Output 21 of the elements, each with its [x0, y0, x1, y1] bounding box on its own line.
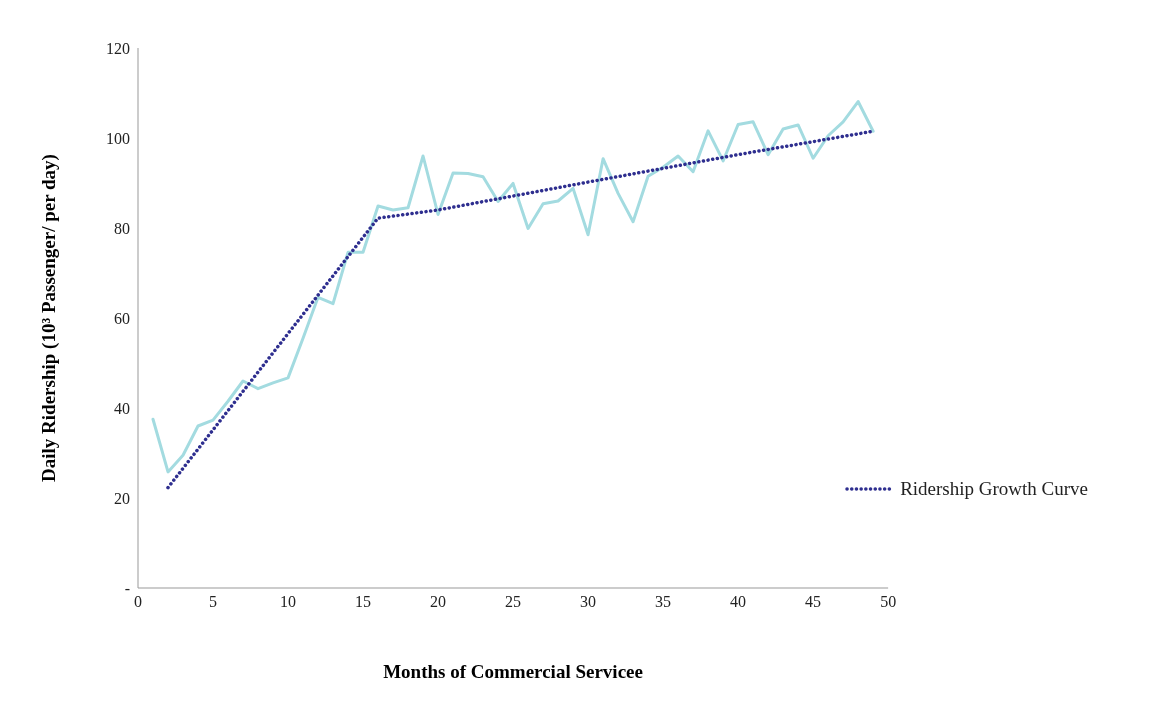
- x-tick-label: 50: [880, 593, 897, 611]
- legend-label: Ridership Growth Curve: [900, 478, 1088, 500]
- x-tick-label: 25: [505, 593, 522, 611]
- x-tick-label: 30: [580, 593, 597, 611]
- x-tick-label: 5: [209, 593, 218, 611]
- x-tick-label: 20: [430, 593, 447, 611]
- x-tick-label: 0: [134, 593, 142, 611]
- x-tick-label: 15: [355, 593, 372, 611]
- x-axis-title: Months of Commercial Servicee: [383, 661, 643, 682]
- y-tick-label: 40: [114, 399, 130, 417]
- y-tick-label: 80: [114, 219, 130, 237]
- y-tick-label: 20: [114, 489, 130, 507]
- y-tick-label: 100: [106, 129, 130, 147]
- y-axis-title: Daily Ridership (10³ Passenger/ per day): [37, 154, 60, 482]
- x-tick-label: 45: [805, 593, 822, 611]
- y-tick-label: -: [124, 579, 130, 597]
- x-tick-label: 40: [730, 593, 747, 611]
- y-tick-label: 120: [106, 39, 130, 57]
- y-tick-label: 60: [114, 309, 130, 327]
- x-tick-label: 35: [655, 593, 672, 611]
- x-tick-label: 10: [280, 593, 297, 611]
